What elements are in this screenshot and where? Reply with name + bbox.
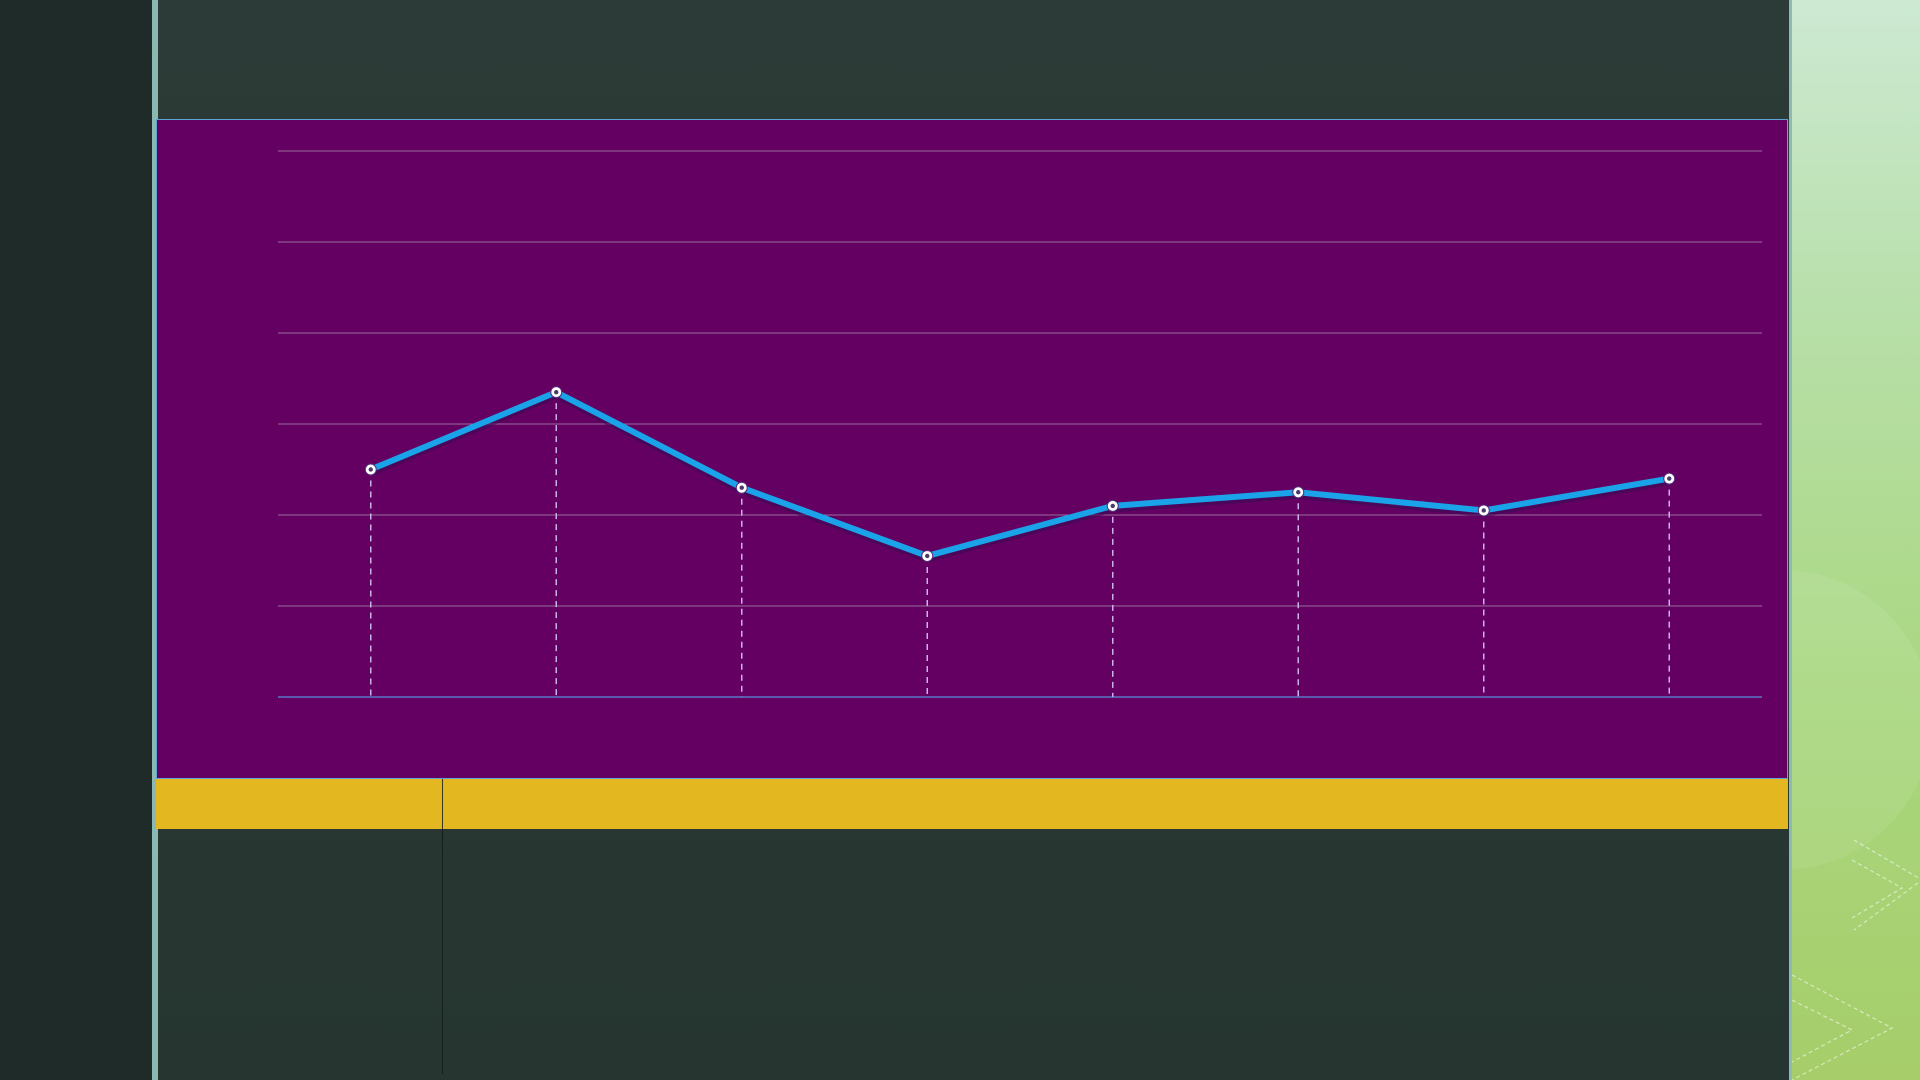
table-body-divider	[442, 829, 443, 1074]
data-point-center-2	[739, 485, 744, 490]
data-point-center-4	[1110, 503, 1115, 509]
table-header-divider	[442, 779, 443, 829]
data-point-center-6	[1481, 508, 1486, 513]
decor-chevron-2	[1851, 859, 1904, 919]
decor-circle	[1792, 570, 1920, 870]
right-panel-chevron-decor	[1792, 570, 1920, 1080]
line-chart-svg	[278, 150, 1762, 698]
decor-chevron-1	[1853, 839, 1920, 931]
line-chart	[156, 119, 1788, 779]
data-point-center-5	[1296, 490, 1301, 495]
decor-chevron-4	[1792, 999, 1854, 1063]
left-accent-line	[152, 0, 158, 1080]
series-line-shadow	[369, 391, 1670, 563]
data-point-center-0	[368, 467, 373, 472]
data-point-center-1	[554, 389, 559, 395]
table-header-row	[156, 779, 1788, 829]
right-decorative-panel	[1792, 0, 1920, 1080]
series-line	[367, 389, 1673, 559]
data-point-center-3	[925, 553, 930, 559]
decor-chevron-3	[1792, 974, 1894, 1080]
left-sidebar-band	[0, 0, 152, 1080]
data-point-center-7	[1667, 476, 1672, 481]
right-accent-line	[1789, 0, 1793, 1080]
